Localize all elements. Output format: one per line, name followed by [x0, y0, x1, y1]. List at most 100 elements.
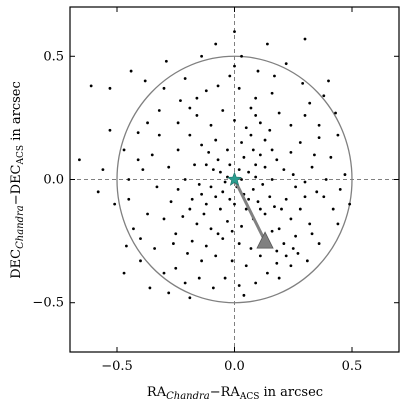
- data-point: [275, 249, 279, 253]
- data-point: [242, 155, 246, 159]
- data-point: [270, 91, 274, 95]
- data-point: [258, 153, 262, 157]
- data-point: [188, 296, 192, 300]
- data-point: [254, 96, 258, 100]
- data-point: [200, 143, 204, 147]
- x-axis-label: RAChandra−RAACS in arcsec: [147, 385, 323, 402]
- data-point: [209, 123, 213, 127]
- data-point: [155, 185, 159, 189]
- data-point: [125, 244, 128, 248]
- data-point: [289, 264, 293, 268]
- data-point: [263, 138, 267, 142]
- data-point: [277, 227, 281, 231]
- data-point: [211, 286, 215, 290]
- data-point: [308, 101, 312, 105]
- data-point: [207, 150, 211, 154]
- data-point: [228, 163, 232, 167]
- data-point: [219, 170, 222, 174]
- data-point: [317, 242, 321, 245]
- data-point: [190, 239, 194, 243]
- data-point: [258, 254, 262, 258]
- data-point: [233, 30, 236, 34]
- data-point: [129, 69, 133, 73]
- data-point: [324, 178, 328, 181]
- data-point: [258, 121, 262, 125]
- data-point: [188, 133, 192, 137]
- y-tick-label: 0.5: [43, 49, 64, 64]
- star-marker: [227, 171, 242, 186]
- data-point: [251, 148, 255, 152]
- data-point: [89, 84, 93, 88]
- data-point: [275, 261, 279, 265]
- data-point: [322, 94, 326, 98]
- data-point: [244, 126, 248, 130]
- data-point: [162, 217, 166, 221]
- data-point: [268, 195, 272, 199]
- data-point: [249, 106, 253, 110]
- data-point: [176, 187, 180, 191]
- data-point: [284, 62, 288, 66]
- data-point: [305, 259, 309, 263]
- data-point: [277, 276, 281, 280]
- data-point: [291, 173, 295, 176]
- data-point: [214, 42, 218, 46]
- data-point: [308, 222, 312, 226]
- data-point: [136, 131, 140, 135]
- data-point: [200, 54, 204, 58]
- data-point: [270, 178, 274, 181]
- data-point: [204, 89, 208, 93]
- data-point: [195, 114, 199, 117]
- data-point: [240, 141, 243, 144]
- data-point: [221, 237, 225, 241]
- data-point: [174, 232, 178, 236]
- data-point: [146, 121, 149, 125]
- data-point: [181, 215, 185, 218]
- data-point: [228, 197, 232, 201]
- data-point: [237, 284, 241, 287]
- data-point: [334, 111, 337, 115]
- data-point: [214, 195, 218, 199]
- data-point: [108, 86, 112, 90]
- data-point: [244, 264, 248, 268]
- data-point: [303, 37, 307, 41]
- triangle-marker: [256, 231, 274, 249]
- data-point: [263, 165, 267, 169]
- data-point: [284, 254, 288, 258]
- data-point: [254, 281, 258, 285]
- data-point: [303, 195, 307, 199]
- data-point: [244, 207, 248, 211]
- data-point: [64, 43, 67, 46]
- data-point: [211, 168, 215, 172]
- data-point: [266, 271, 269, 275]
- data-point: [348, 202, 352, 206]
- data-point: [157, 109, 161, 112]
- data-point: [200, 192, 204, 196]
- data-point: [291, 247, 295, 250]
- data-point: [313, 153, 316, 157]
- data-point: [233, 202, 236, 206]
- data-point: [219, 207, 222, 211]
- data-point: [127, 178, 131, 181]
- data-point: [247, 170, 251, 174]
- data-point: [221, 109, 225, 112]
- data-point: [282, 242, 286, 245]
- data-point: [193, 163, 196, 167]
- data-point: [197, 183, 201, 186]
- data-point: [108, 128, 112, 132]
- data-point: [247, 197, 251, 201]
- data-point: [298, 141, 302, 144]
- data-point: [179, 99, 182, 103]
- data-point: [197, 276, 201, 280]
- data-point: [240, 54, 243, 58]
- data-point: [122, 148, 126, 152]
- data-point: [331, 207, 335, 211]
- data-point: [237, 86, 241, 90]
- data-point: [204, 244, 208, 248]
- reference-circle: [116, 55, 353, 304]
- data-point: [240, 178, 243, 181]
- data-point: [230, 259, 234, 263]
- data-point: [153, 247, 157, 250]
- data-point: [327, 79, 330, 83]
- data-point: [200, 259, 204, 263]
